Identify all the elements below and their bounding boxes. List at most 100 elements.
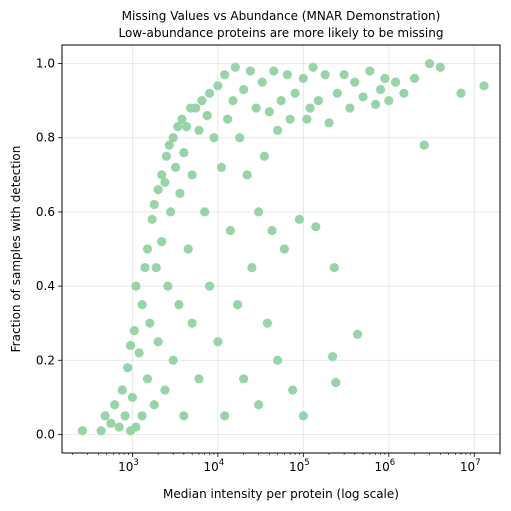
scatter-point [259, 151, 269, 161]
scatter-point [131, 281, 141, 291]
scatter-point [308, 62, 318, 72]
scatter-point [352, 329, 363, 339]
scatter-point [332, 88, 342, 98]
scatter-point [168, 355, 178, 365]
scatter-point [205, 88, 215, 98]
scatter-point [424, 58, 435, 69]
scatter-point [96, 426, 106, 436]
scatter-point [164, 140, 174, 150]
scatter-point [209, 133, 219, 143]
scatter-point [137, 300, 147, 310]
scatter-point [375, 84, 386, 95]
scatter-point [329, 262, 339, 273]
scatter-point [279, 244, 289, 254]
scatter-point [137, 411, 147, 421]
scatter-point [166, 207, 176, 217]
scatter-point [273, 355, 283, 365]
scatter-point [384, 96, 394, 106]
scatter-point [187, 170, 197, 180]
scatter-point [191, 103, 201, 113]
scatter-point [242, 170, 252, 180]
scatter-point [302, 114, 312, 124]
scatter-point [134, 348, 144, 358]
scatter-point [380, 73, 390, 83]
x-gridlines [131, 45, 475, 453]
scatter-point [220, 411, 230, 421]
scatter-point [273, 125, 283, 135]
scatter-point [160, 177, 170, 187]
scatter-point [123, 363, 133, 373]
scatter-point [179, 411, 189, 421]
scatter-point [117, 385, 127, 395]
scatter-point [239, 374, 249, 384]
scatter-point [142, 244, 153, 254]
chart-subtitle: Low-abundance proteins are more likely t… [119, 26, 444, 40]
y-tick-label: 0.0 [36, 427, 55, 441]
scatter-point [239, 84, 249, 95]
scatter-point [390, 77, 401, 87]
scatter-point [173, 122, 183, 132]
scatter-point [247, 262, 257, 273]
scatter-point [200, 207, 210, 217]
x-tick-label: 107 [460, 458, 481, 474]
scatter-point [157, 236, 167, 247]
scatter-point [282, 70, 292, 80]
scatter-point [370, 99, 381, 109]
scatter-point [294, 214, 305, 224]
scatter-point [262, 318, 273, 328]
scatter-point [187, 318, 197, 328]
scatter-point [168, 133, 178, 143]
scatter-point [131, 422, 141, 432]
scatter-point [345, 103, 355, 113]
scatter-point [223, 114, 233, 124]
chart-title: Missing Values vs Abundance (MNAR Demons… [122, 9, 441, 23]
scatter-point [216, 162, 227, 172]
scatter-point [145, 318, 155, 328]
x-tick-label: 103 [118, 458, 139, 474]
scatter-point [125, 340, 136, 351]
scatter-point [435, 62, 445, 72]
scatter-point [151, 262, 161, 273]
scatter-point [311, 222, 321, 232]
scatter-point [153, 185, 163, 195]
scatter-point [153, 337, 163, 347]
scatter-point [358, 92, 368, 102]
y-axis-label: Fraction of samples with detection [9, 146, 23, 353]
scatter-point [77, 426, 88, 436]
scatter-point [276, 96, 286, 106]
plot-frame [61, 44, 501, 454]
scatter-point [120, 411, 130, 421]
scatter-point [232, 300, 243, 310]
scatter-point [197, 96, 207, 106]
x-axis-ticks: 103 104 105 106 107 [72, 453, 501, 474]
scatter-point [456, 88, 466, 98]
scatter-point [339, 70, 349, 80]
scatter-point [142, 374, 153, 384]
scatter-point [419, 140, 429, 150]
scatter-point [220, 70, 230, 80]
scatter-point [298, 73, 308, 83]
y-tick-label: 0.4 [36, 279, 55, 293]
scatter-point [205, 281, 215, 291]
scatter-point [110, 400, 120, 410]
scatter-point [254, 207, 264, 217]
x-tick-label: 105 [289, 458, 310, 474]
data-points [77, 58, 489, 436]
scatter-point [409, 73, 420, 83]
scatter-point [235, 133, 245, 143]
scatter-point [228, 96, 238, 106]
y-tick-label: 0.8 [36, 131, 55, 145]
scatter-point [160, 385, 170, 395]
scatter-point [269, 66, 279, 76]
scatter-point [479, 81, 489, 91]
scatter-point [257, 77, 267, 87]
scatter-point [170, 162, 181, 172]
x-tick-label: 106 [374, 458, 395, 474]
scatter-point [305, 103, 315, 113]
scatter-point [350, 77, 360, 87]
scatter-point [399, 88, 409, 98]
scatter-point [331, 377, 341, 388]
scatter-point [114, 422, 124, 432]
scatter-point [177, 114, 187, 124]
